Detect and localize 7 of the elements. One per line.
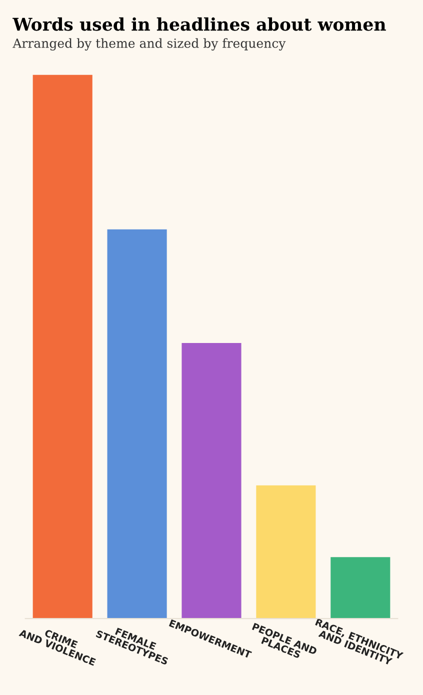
bar	[32, 74, 92, 619]
chart-subtitle: Arranged by theme and sized by frequency	[12, 38, 286, 50]
bar	[107, 229, 167, 619]
bar	[256, 485, 316, 619]
bar	[330, 557, 390, 619]
chart-title: Words used in headlines about women	[12, 17, 386, 31]
bar	[182, 342, 242, 619]
